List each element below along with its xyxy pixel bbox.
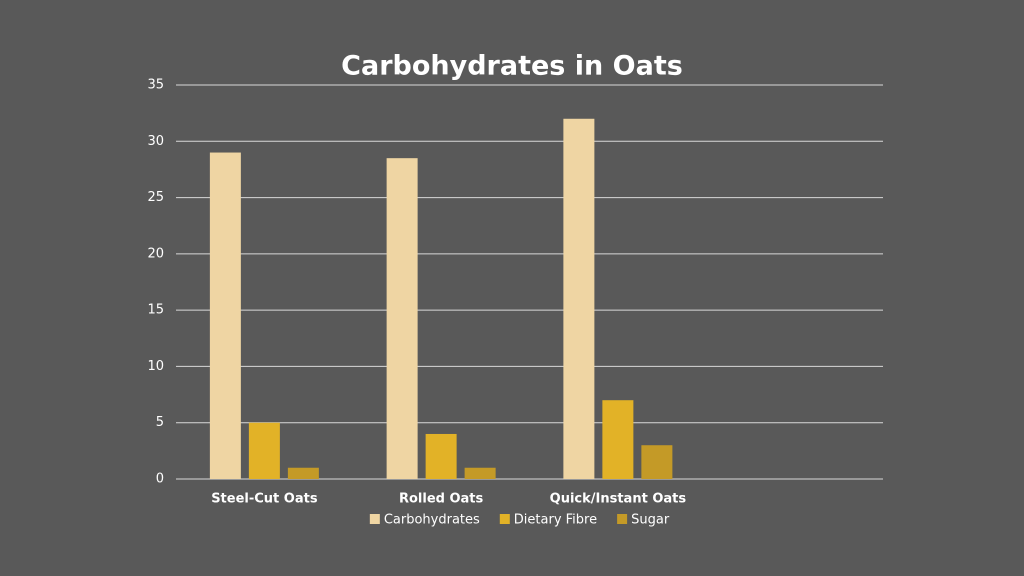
chart-title: Carbohydrates in Oats (341, 51, 683, 82)
y-tick-label: 20 (147, 246, 164, 261)
y-tick-label: 35 (147, 78, 164, 93)
bar (425, 433, 457, 479)
bar (287, 467, 319, 479)
x-tick-label: Steel-Cut Oats (211, 492, 318, 507)
bar (209, 152, 241, 480)
bar (386, 158, 418, 479)
legend-swatch (499, 514, 510, 524)
bar (248, 422, 280, 479)
y-tick-label: 30 (147, 134, 164, 149)
bar (602, 400, 634, 479)
y-tick-label: 25 (147, 190, 164, 205)
legend-swatch (369, 514, 380, 524)
y-tick-label: 15 (147, 303, 164, 318)
x-tick-label: Quick/Instant Oats (550, 492, 687, 507)
y-tick-label: 10 (147, 359, 164, 374)
y-tick-label: 0 (156, 472, 164, 487)
legend-label: Dietary Fibre (514, 513, 597, 528)
legend-swatch (617, 514, 628, 524)
legend-label: Sugar (631, 513, 670, 528)
bar (563, 118, 595, 480)
legend-label: Carbohydrates (384, 513, 480, 528)
bar (641, 445, 673, 479)
y-tick-label: 5 (156, 415, 164, 430)
x-tick-label: Rolled Oats (399, 492, 484, 507)
bar (464, 467, 496, 479)
